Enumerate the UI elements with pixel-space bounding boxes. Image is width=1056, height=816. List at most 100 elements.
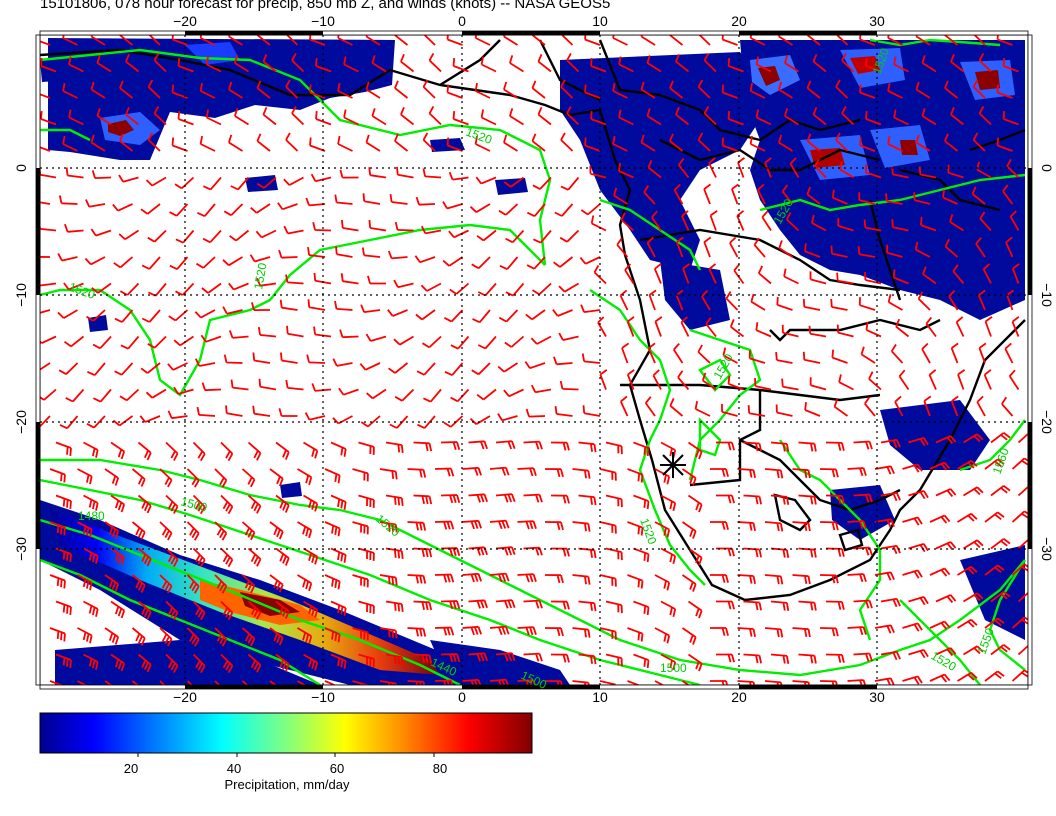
wind-barb [530, 384, 552, 394]
wind-barb [835, 79, 849, 99]
wind-barb [675, 236, 684, 258]
wind-barb [830, 245, 848, 258]
wind-barb [920, 217, 937, 232]
wind-barb [140, 203, 161, 215]
wind-barb [806, 133, 821, 152]
colorbar-tick: 60 [330, 761, 344, 776]
wind-barb [935, 594, 957, 604]
wind-barb [990, 432, 1011, 444]
wind-barb [365, 134, 381, 152]
wind-barb [303, 441, 319, 459]
wind-barb [446, 84, 463, 99]
wind-barb [330, 600, 347, 616]
wind-barb [489, 466, 510, 476]
lon-label: 10 [592, 13, 608, 29]
wind-barb [352, 574, 369, 588]
wind-barb [761, 210, 772, 231]
wind-barb [332, 358, 353, 367]
wind-barb [417, 415, 436, 429]
lon-label: 20 [731, 13, 747, 29]
wind-barb [241, 574, 256, 594]
wind-barb [68, 109, 84, 126]
wind-barb [104, 627, 120, 645]
wind-barb [40, 335, 57, 345]
wind-barb [544, 468, 564, 478]
wind-barb [62, 135, 78, 152]
wind-barb [199, 82, 216, 99]
wind-barb [705, 316, 717, 338]
wind-barb [523, 599, 543, 609]
wind-barb [770, 600, 790, 611]
wind-barb [809, 377, 827, 391]
wind-barb [572, 468, 591, 479]
wind-barb [677, 370, 690, 391]
wind-barb [929, 461, 951, 471]
wind-barb [802, 298, 821, 311]
wind-barb [750, 293, 766, 311]
wind-barb [407, 468, 427, 478]
wind-barb [171, 84, 188, 99]
wind-barb [703, 236, 712, 258]
wind-barb [58, 362, 79, 375]
wind-barb [891, 219, 909, 232]
wind-barb [499, 256, 519, 271]
wind-barb [338, 387, 359, 396]
wind-barb [131, 468, 146, 487]
wind-barb [517, 626, 537, 636]
wind-barb [228, 134, 243, 152]
lat-lon-grid [40, 35, 1028, 685]
wind-barb [258, 378, 277, 391]
wind-barb [65, 388, 85, 403]
wind-barb [990, 644, 1011, 656]
wind-barb [509, 108, 524, 126]
wind-barb [853, 493, 873, 503]
wind-barb [113, 256, 134, 269]
wind-barb [784, 108, 799, 126]
wind-barb [214, 627, 228, 647]
wind-barb [137, 494, 152, 514]
wind-barb [77, 521, 93, 538]
wind-barb [173, 335, 195, 347]
wind-barb [137, 547, 152, 567]
wind-barb [469, 203, 491, 213]
wind-barb [1002, 58, 1019, 73]
wind-barb [393, 335, 414, 346]
wind-barb [646, 55, 662, 73]
wind-barb [836, 324, 854, 338]
wind-barb [91, 170, 112, 179]
wind-barb [857, 246, 876, 258]
wind-barb [49, 627, 66, 642]
wind-barb [119, 388, 140, 402]
wind-barb [159, 468, 173, 488]
wind-barb [137, 600, 152, 620]
wind-barb [626, 316, 635, 337]
wind-barb [137, 653, 152, 673]
wind-barb [554, 203, 574, 217]
wind-barb [63, 282, 84, 291]
wind-barb [627, 468, 644, 483]
wind-barb [230, 176, 250, 191]
wind-barb [358, 494, 375, 508]
wind-barb [1006, 158, 1020, 179]
wind-barb [792, 574, 811, 585]
wind-barb [1006, 289, 1015, 311]
wind-barb [749, 82, 766, 99]
wind-barb [147, 79, 161, 99]
wind-barb [947, 164, 964, 179]
wind-barb [339, 329, 359, 339]
wind-barb [125, 53, 140, 73]
wind-barb [703, 183, 712, 205]
wind-barb [708, 263, 717, 284]
wind-barb [582, 405, 601, 417]
wind-barb [223, 203, 244, 217]
wind-barb [736, 210, 745, 231]
wind-barb [835, 132, 849, 152]
wind-barb [748, 350, 766, 364]
wind-barb [169, 203, 189, 217]
wind-barb [139, 415, 161, 423]
wind-barb [205, 56, 222, 73]
wind-barb [957, 565, 978, 576]
wind-barb [413, 547, 433, 558]
wind-barb [200, 334, 222, 343]
wind-barb [550, 547, 570, 557]
